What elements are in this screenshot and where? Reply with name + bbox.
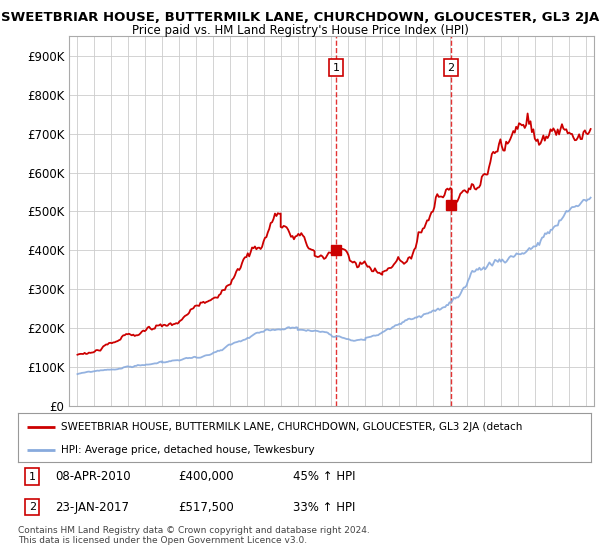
Text: 45% ↑ HPI: 45% ↑ HPI <box>293 470 356 483</box>
Text: Contains HM Land Registry data © Crown copyright and database right 2024.: Contains HM Land Registry data © Crown c… <box>18 526 370 535</box>
Text: £517,500: £517,500 <box>178 501 234 514</box>
Text: 33% ↑ HPI: 33% ↑ HPI <box>293 501 355 514</box>
Text: 08-APR-2010: 08-APR-2010 <box>55 470 131 483</box>
Text: 2: 2 <box>448 63 455 73</box>
Text: Price paid vs. HM Land Registry's House Price Index (HPI): Price paid vs. HM Land Registry's House … <box>131 24 469 36</box>
Text: 23-JAN-2017: 23-JAN-2017 <box>55 501 129 514</box>
Text: 1: 1 <box>29 472 36 482</box>
Text: SWEETBRIAR HOUSE, BUTTERMILK LANE, CHURCHDOWN, GLOUCESTER, GL3 2JA: SWEETBRIAR HOUSE, BUTTERMILK LANE, CHURC… <box>1 11 599 24</box>
Text: £400,000: £400,000 <box>178 470 234 483</box>
Text: HPI: Average price, detached house, Tewkesbury: HPI: Average price, detached house, Tewk… <box>61 445 314 455</box>
Text: 1: 1 <box>332 63 340 73</box>
Text: 2: 2 <box>29 502 36 512</box>
Text: SWEETBRIAR HOUSE, BUTTERMILK LANE, CHURCHDOWN, GLOUCESTER, GL3 2JA (detach: SWEETBRIAR HOUSE, BUTTERMILK LANE, CHURC… <box>61 422 523 432</box>
Text: This data is licensed under the Open Government Licence v3.0.: This data is licensed under the Open Gov… <box>18 536 307 545</box>
